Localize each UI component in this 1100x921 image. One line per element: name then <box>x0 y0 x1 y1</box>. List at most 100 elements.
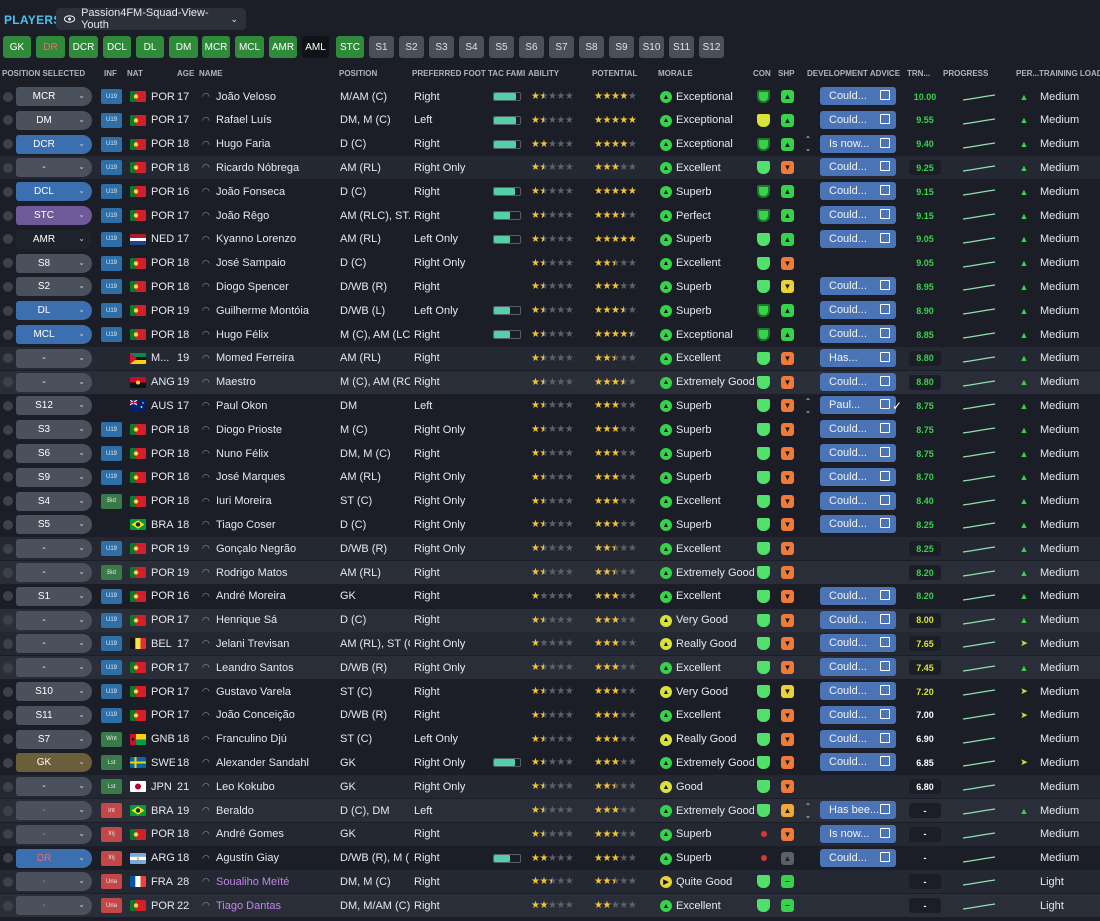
development-advice-button[interactable]: Could... <box>820 372 896 391</box>
player-row[interactable]: DR ⌄ Inj ARG 18 ◠ Agustín Giay D/WB (R),… <box>0 846 1100 870</box>
development-advice-button[interactable]: Could... <box>820 848 896 867</box>
position-button-s2[interactable]: S2 <box>399 36 424 58</box>
position-button-s9[interactable]: S9 <box>609 36 634 58</box>
position-selected-dropdown[interactable]: S8 ⌄ <box>16 253 92 273</box>
player-name[interactable]: João Rêgo <box>216 209 270 222</box>
player-name[interactable]: Momed Ferreira <box>216 352 295 365</box>
player-name[interactable]: Gustavo Varela <box>216 685 292 698</box>
player-name[interactable]: Beraldo <box>216 804 254 817</box>
position-selected-dropdown[interactable]: S2 ⌄ <box>16 277 92 297</box>
player-name[interactable]: Franculino Djú <box>216 733 287 746</box>
select-checkbox[interactable] <box>3 133 15 156</box>
development-advice-button[interactable]: Could... <box>820 301 896 320</box>
header-per[interactable]: PER... <box>1016 69 1040 78</box>
player-name[interactable]: André Moreira <box>216 590 286 603</box>
player-name[interactable]: Alexander Sandahl <box>216 756 309 769</box>
position-button-s11[interactable]: S11 <box>669 36 694 58</box>
player-row[interactable]: MCR ⌄ U19 POR 17 ◠ João Veloso M/AM (C) … <box>0 85 1100 108</box>
player-row[interactable]: S7 ⌄ Wnt GNB 18 ◠ Franculino Djú ST (C) … <box>0 727 1100 751</box>
player-name[interactable]: Paul Okon <box>216 399 268 412</box>
select-checkbox[interactable] <box>3 609 15 632</box>
position-button-gk[interactable]: GK <box>3 36 31 58</box>
player-name[interactable]: João Conceição <box>216 709 295 722</box>
position-selected-dropdown[interactable]: S12 ⌄ <box>16 396 92 416</box>
view-selector[interactable]: Passion4FM-Squad-View-Youth ⌄ <box>56 7 246 31</box>
position-button-mcr[interactable]: MCR <box>202 36 230 58</box>
advice-arrows[interactable]: ⌃ ⌄ <box>803 394 813 417</box>
position-selected-dropdown[interactable]: - ⌄ <box>16 372 92 392</box>
select-checkbox[interactable] <box>3 823 15 846</box>
position-selected-dropdown[interactable]: S6 ⌄ <box>16 444 92 463</box>
player-name[interactable]: Hugo Félix <box>216 328 269 341</box>
player-name[interactable]: José Sampaio <box>216 257 286 270</box>
player-name[interactable]: Tiago Coser <box>216 518 276 531</box>
select-checkbox[interactable] <box>3 323 15 346</box>
select-checkbox[interactable] <box>3 728 15 751</box>
select-checkbox[interactable] <box>3 561 15 584</box>
position-button-dcl[interactable]: DCL <box>103 36 131 58</box>
position-button-amr[interactable]: AMR <box>269 36 297 58</box>
player-row[interactable]: - ⌄ U19 POR 18 ◠ Ricardo Nóbrega AM (RL)… <box>0 156 1100 180</box>
position-button-dcr[interactable]: DCR <box>69 36 98 58</box>
player-name[interactable]: Jelani Trevisan <box>216 637 290 650</box>
development-advice-button[interactable]: Is now... <box>820 134 896 153</box>
player-name[interactable]: Rodrigo Matos <box>216 566 288 579</box>
position-selected-dropdown[interactable]: S3 ⌄ <box>16 420 92 440</box>
development-advice-button[interactable]: Paul... <box>820 396 896 415</box>
development-advice-button[interactable]: Could... <box>820 705 896 724</box>
player-name[interactable]: André Gomes <box>216 828 284 841</box>
development-advice-button[interactable]: Is now... <box>820 824 896 843</box>
position-button-aml[interactable]: AML <box>302 36 329 58</box>
position-selected-dropdown[interactable]: - ⌄ <box>16 824 92 844</box>
select-checkbox[interactable] <box>3 299 15 322</box>
player-name[interactable]: Diogo Spencer <box>216 280 289 293</box>
select-checkbox[interactable] <box>3 466 15 489</box>
position-selected-dropdown[interactable]: S11 ⌄ <box>16 705 92 725</box>
position-selected-dropdown[interactable]: S7 ⌄ <box>16 729 92 749</box>
player-name[interactable]: Iuri Moreira <box>216 495 272 508</box>
player-row[interactable]: S4 ⌄ Bid POR 18 ◠ Iuri Moreira ST (C) Ri… <box>0 489 1100 513</box>
development-advice-button[interactable]: Could... <box>820 586 896 605</box>
position-selected-dropdown[interactable]: - ⌄ <box>16 658 92 678</box>
development-advice-button[interactable]: Could... <box>820 491 896 510</box>
position-button-s3[interactable]: S3 <box>429 36 454 58</box>
position-selected-dropdown[interactable]: MCL ⌄ <box>16 325 92 344</box>
header-morale[interactable]: MORALE <box>658 69 693 78</box>
position-selected-dropdown[interactable]: - ⌄ <box>16 610 92 630</box>
development-advice-button[interactable]: Could... <box>820 729 896 748</box>
development-advice-button[interactable]: Could... <box>820 610 896 629</box>
position-selected-dropdown[interactable]: S5 ⌄ <box>16 515 92 535</box>
header-position[interactable]: POSITION <box>339 69 378 78</box>
player-row[interactable]: S1 ⌄ U19 POR 16 ◠ André Moreira GK Right… <box>0 584 1100 608</box>
select-checkbox[interactable] <box>3 156 15 179</box>
position-selected-dropdown[interactable]: S4 ⌄ <box>16 491 92 511</box>
header-inf[interactable]: INF <box>104 69 117 78</box>
position-selected-dropdown[interactable]: S9 ⌄ <box>16 467 92 487</box>
select-checkbox[interactable] <box>3 109 15 132</box>
player-name[interactable]: Diogo Prioste <box>216 423 283 436</box>
position-selected-dropdown[interactable]: - ⌄ <box>16 777 92 797</box>
player-row[interactable]: - ⌄ U19 POR 17 ◠ Henrique Sá D (C) Right… <box>0 608 1100 632</box>
player-name[interactable]: Henrique Sá <box>216 614 278 627</box>
select-checkbox[interactable] <box>3 704 15 727</box>
position-selected-dropdown[interactable]: DL ⌄ <box>16 301 92 321</box>
position-selected-dropdown[interactable]: - ⌄ <box>16 563 92 582</box>
position-selected-dropdown[interactable]: - ⌄ <box>16 801 92 820</box>
player-row[interactable]: GK ⌄ Lst SWE 18 ◠ Alexander Sandahl GK R… <box>0 751 1100 775</box>
player-row[interactable]: S12 ⌄ AUS 17 ◠ Paul Okon DM Left ★ ★ ★ ★ ★ ★ … <box>0 394 1100 418</box>
player-row[interactable]: S3 ⌄ U19 POR 18 ◠ Diogo Prioste M (C) Ri… <box>0 418 1100 442</box>
select-checkbox[interactable] <box>3 228 15 251</box>
header-con[interactable]: CON <box>753 69 771 78</box>
development-advice-button[interactable]: Could... <box>820 182 896 201</box>
position-button-dr[interactable]: DR <box>36 36 65 58</box>
header-progress[interactable]: PROGRESS <box>943 69 989 78</box>
player-name[interactable]: Leo Kokubo <box>216 780 275 793</box>
player-row[interactable]: MCL ⌄ U19 POR 18 ◠ Hugo Félix M (C), AM … <box>0 323 1100 346</box>
header-tac-fami[interactable]: TAC FAMI <box>488 69 526 78</box>
player-row[interactable]: S8 ⌄ U19 POR 18 ◠ José Sampaio D (C) Rig… <box>0 251 1100 275</box>
development-advice-button[interactable]: Could... <box>820 515 896 534</box>
position-button-stc[interactable]: STC <box>336 36 364 58</box>
player-row[interactable]: DL ⌄ U19 POR 19 ◠ Guilherme Montóia D/WB… <box>0 299 1100 323</box>
player-name[interactable]: José Marques <box>216 471 286 484</box>
player-row[interactable]: S9 ⌄ U19 POR 18 ◠ José Marques AM (RL) R… <box>0 465 1100 489</box>
